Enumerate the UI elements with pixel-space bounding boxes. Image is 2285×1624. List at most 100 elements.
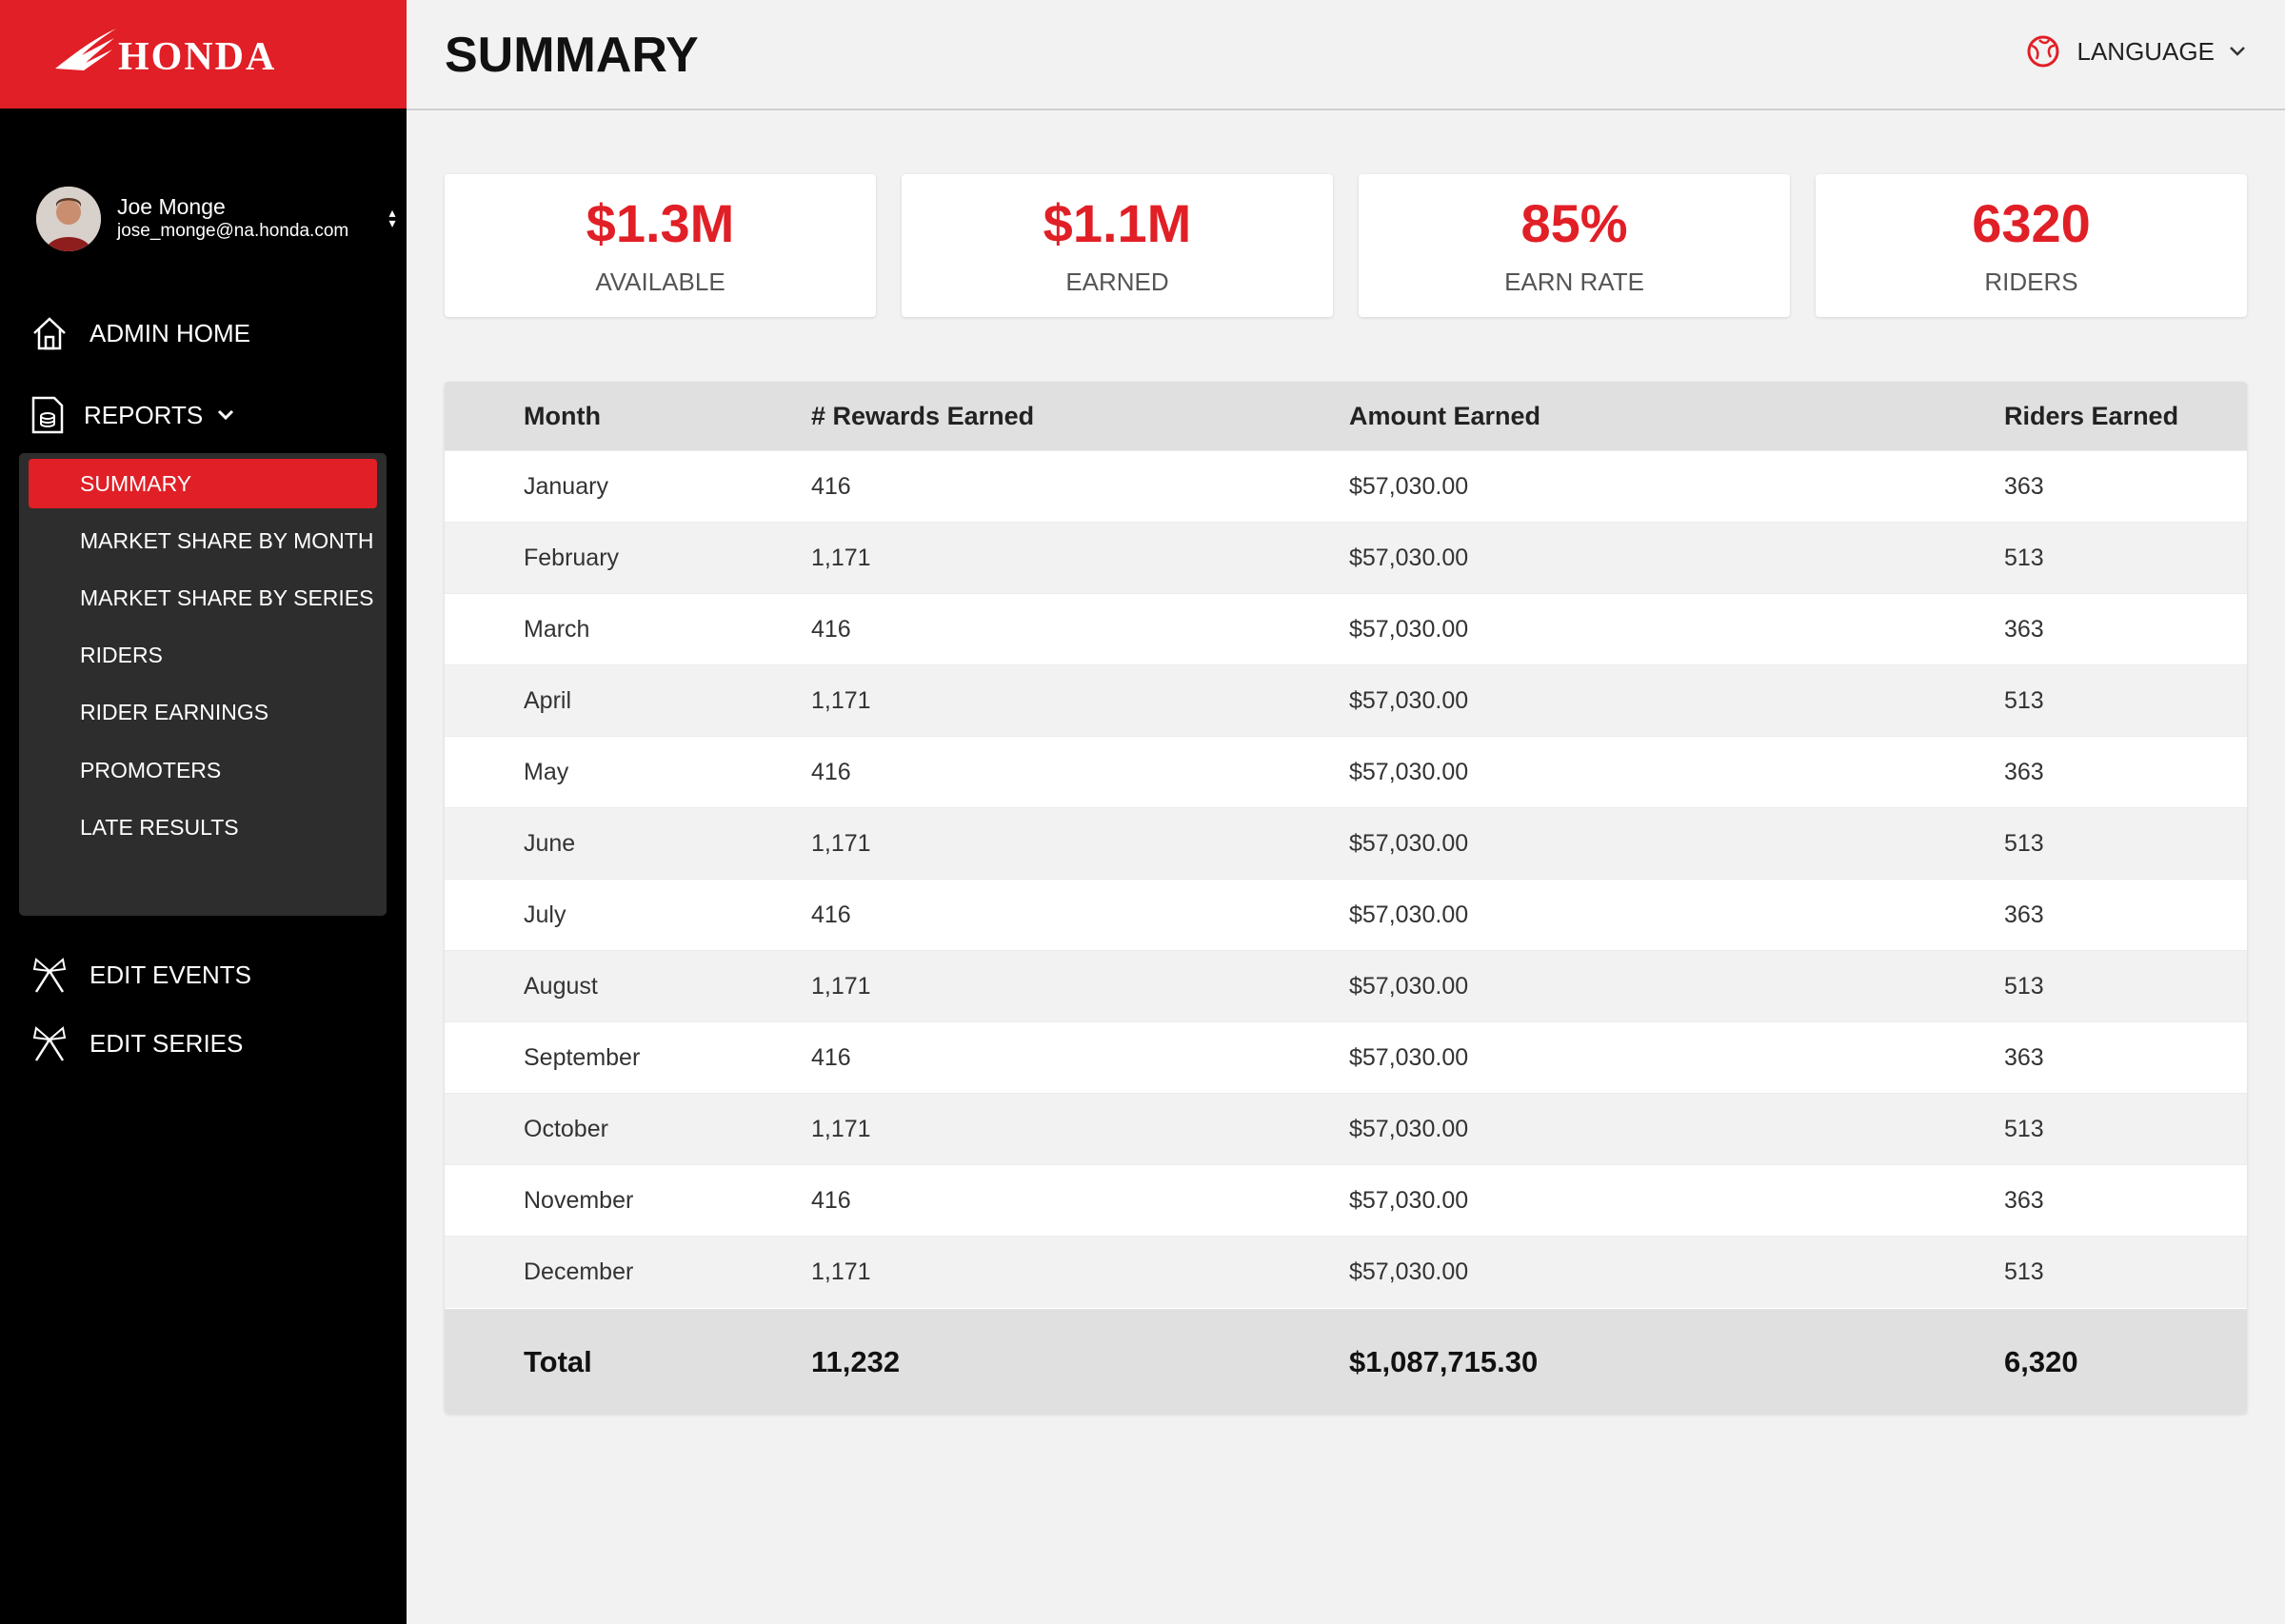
table-row: August 1,171 $57,030.00 513 — [445, 950, 2247, 1022]
cell-month: October — [524, 1116, 608, 1142]
checkered-flags-icon — [32, 1026, 67, 1061]
table-row: May 416 $57,030.00 363 — [445, 736, 2247, 808]
user-account-switcher[interactable]: Joe Monge jose_monge@na.honda.com ▴ ▾ — [36, 187, 403, 253]
reports-submenu: SUMMARY MARKET SHARE BY MONTH MARKET SHA… — [19, 453, 387, 916]
cell-month: March — [524, 616, 590, 643]
cell-amount: $57,030.00 — [1349, 1044, 1469, 1071]
table-row: February 1,171 $57,030.00 513 — [445, 522, 2247, 594]
nav-admin-home-label: ADMIN HOME — [89, 318, 250, 347]
summary-table: Month # Rewards Earned Amount Earned Rid… — [445, 382, 2247, 1414]
submenu-item-summary[interactable]: SUMMARY — [29, 459, 377, 508]
nav-edit-series-label: EDIT SERIES — [89, 1028, 244, 1058]
cell-riders: 363 — [2004, 759, 2044, 785]
table-row: September 416 $57,030.00 363 — [445, 1021, 2247, 1094]
user-name: Joe Monge — [117, 194, 226, 219]
chevron-down-icon — [2230, 47, 2245, 56]
table-row: March 416 $57,030.00 363 — [445, 593, 2247, 665]
total-riders: 6,320 — [2004, 1345, 2078, 1378]
nav-reports-label: REPORTS — [84, 400, 204, 429]
column-header-amount-earned[interactable]: Amount Earned — [1349, 402, 1541, 430]
submenu-item-promoters[interactable]: PROMOTERS — [80, 758, 222, 782]
table-header: Month # Rewards Earned Amount Earned Rid… — [445, 382, 2247, 450]
column-header-rewards-earned[interactable]: # Rewards Earned — [811, 402, 1035, 430]
cell-rewards: 416 — [811, 1187, 851, 1214]
cell-month: December — [524, 1258, 634, 1285]
stat-card-earned: $1.1M EARNED — [902, 174, 1333, 317]
stat-card-riders: 6320 RIDERS — [1816, 174, 2247, 317]
stat-label: RIDERS — [1984, 267, 2078, 296]
stat-value: 85% — [1520, 193, 1628, 253]
cell-amount: $57,030.00 — [1349, 1116, 1469, 1142]
stat-value: $1.3M — [586, 193, 735, 253]
page-title: SUMMARY — [445, 28, 699, 83]
cell-riders: 363 — [2004, 1187, 2044, 1214]
cell-riders: 513 — [2004, 830, 2044, 857]
table-row: November 416 $57,030.00 363 — [445, 1164, 2247, 1237]
submenu-item-rider-earnings[interactable]: RIDER EARNINGS — [80, 700, 269, 724]
cell-amount: $57,030.00 — [1349, 759, 1469, 785]
cell-rewards: 1,171 — [811, 830, 871, 857]
cell-riders: 513 — [2004, 1116, 2044, 1142]
reports-document-icon — [31, 396, 64, 434]
page-header: SUMMARY LANGUAGE — [407, 0, 2285, 110]
cell-amount: $57,030.00 — [1349, 687, 1469, 714]
nav-reports[interactable]: REPORTS — [30, 394, 235, 436]
total-rewards: 11,232 — [811, 1345, 901, 1378]
cell-month: July — [524, 901, 566, 928]
cell-month: April — [524, 687, 572, 714]
cell-rewards: 1,171 — [811, 1258, 871, 1285]
cell-riders: 363 — [2004, 616, 2044, 643]
table-row: January 416 $57,030.00 363 — [445, 450, 2247, 523]
cell-amount: $57,030.00 — [1349, 473, 1469, 500]
language-label: LANGUAGE — [2076, 36, 2215, 66]
cell-month: November — [524, 1187, 634, 1214]
cell-rewards: 1,171 — [811, 973, 871, 1000]
submenu-item-late-results[interactable]: LATE RESULTS — [80, 815, 239, 840]
cell-riders: 363 — [2004, 901, 2044, 928]
submenu-item-market-share-by-series[interactable]: MARKET SHARE BY SERIES — [80, 585, 374, 610]
sidebar: HONDA Joe Monge jose_monge@na.honda.com … — [0, 0, 407, 1624]
home-icon — [33, 317, 66, 350]
stat-value: $1.1M — [1043, 193, 1192, 253]
cell-riders: 513 — [2004, 1258, 2044, 1285]
nav-edit-series[interactable]: EDIT SERIES — [30, 1022, 243, 1064]
stat-label: AVAILABLE — [595, 267, 725, 296]
cell-amount: $57,030.00 — [1349, 616, 1469, 643]
checkered-flags-icon — [32, 958, 67, 993]
cell-month: June — [524, 830, 576, 857]
cell-amount: $57,030.00 — [1349, 973, 1469, 1000]
cell-amount: $57,030.00 — [1349, 901, 1469, 928]
cell-amount: $57,030.00 — [1349, 545, 1469, 571]
cell-rewards: 416 — [811, 759, 851, 785]
cell-rewards: 1,171 — [811, 1116, 871, 1142]
table-total-row: Total 11,232 $1,087,715.30 6,320 — [445, 1309, 2247, 1414]
stat-card-available: $1.3M AVAILABLE — [445, 174, 876, 317]
cell-riders: 363 — [2004, 1044, 2044, 1071]
nav-admin-home[interactable]: ADMIN HOME — [30, 312, 250, 354]
cell-amount: $57,030.00 — [1349, 1187, 1469, 1214]
column-header-riders-earned[interactable]: Riders Earned — [2004, 402, 2179, 430]
cell-rewards: 1,171 — [811, 687, 871, 714]
cell-rewards: 416 — [811, 1044, 851, 1071]
cell-rewards: 416 — [811, 616, 851, 643]
submenu-item-market-share-by-month[interactable]: MARKET SHARE BY MONTH — [80, 528, 374, 553]
user-avatar-icon — [36, 187, 101, 251]
stat-card-earn-rate: 85% EARN RATE — [1359, 174, 1790, 317]
cell-month: January — [524, 473, 608, 500]
submenu-item-riders[interactable]: RIDERS — [80, 643, 163, 667]
stat-value: 6320 — [1972, 193, 2091, 253]
table-row: October 1,171 $57,030.00 513 — [445, 1093, 2247, 1165]
cell-month: May — [524, 759, 569, 785]
column-header-month[interactable]: Month — [524, 402, 601, 430]
stat-label: EARN RATE — [1504, 267, 1644, 296]
nav-edit-events[interactable]: EDIT EVENTS — [30, 954, 251, 996]
table-row: June 1,171 $57,030.00 513 — [445, 807, 2247, 880]
cell-riders: 513 — [2004, 973, 2044, 1000]
total-label: Total — [524, 1345, 592, 1378]
chevron-up-down-icon[interactable]: ▴ ▾ — [388, 205, 396, 230]
language-selector[interactable]: LANGUAGE — [2026, 34, 2248, 69]
honda-logo[interactable]: HONDA — [0, 0, 407, 109]
total-amount: $1,087,715.30 — [1349, 1345, 1539, 1378]
cell-rewards: 416 — [811, 901, 851, 928]
logo-text: HONDA — [118, 35, 277, 79]
